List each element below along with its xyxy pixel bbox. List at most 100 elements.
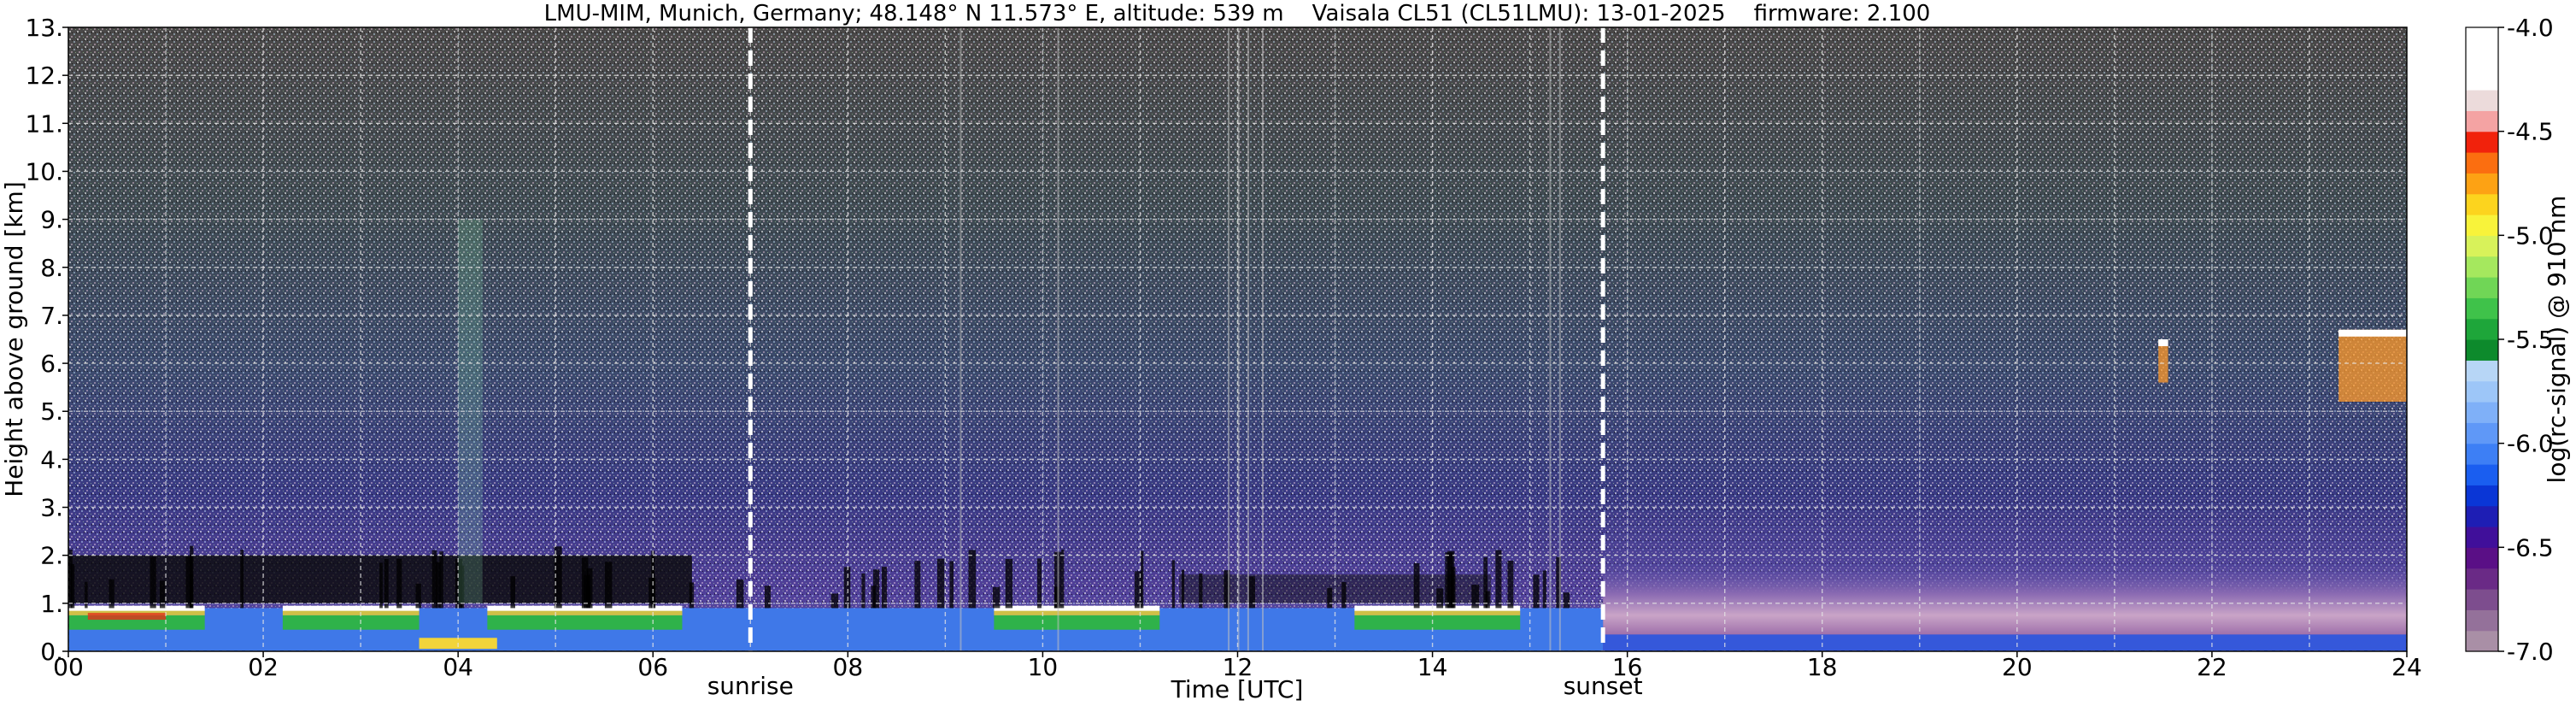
y-axis-ticks: 0. 1. 2. 3. 4. 5. 6. 7. 8. 9. 10. 11. 12. 13. — [25, 14, 68, 666]
colorbar-swatch — [2466, 152, 2498, 174]
colorbar-ticks: -4.0 -4.5 -5.0 -5.5 -6.0 -6.5 -7.0 — [2498, 14, 2554, 666]
signal-dropout — [1341, 582, 1347, 609]
signal-dropout — [1171, 560, 1176, 609]
colorbar-swatch — [2466, 547, 2498, 569]
signal-dropout — [651, 550, 655, 609]
signal-dropout — [1061, 549, 1065, 609]
colorbar-swatch — [2466, 110, 2498, 132]
cloud-top — [68, 605, 205, 611]
signal-dropout — [872, 569, 880, 609]
y-tick-label: 4. — [40, 445, 63, 474]
colorbar-swatch — [2466, 527, 2498, 548]
signal-dropout — [436, 562, 441, 609]
signal-dropout — [1199, 573, 1203, 609]
colorbar-tick-label: -4.5 — [2507, 118, 2554, 146]
colorbar-swatch — [2466, 256, 2498, 278]
y-tick-label: 7. — [40, 302, 63, 330]
signal-dropout — [1556, 556, 1561, 609]
evening-boundary-layer — [1603, 507, 2407, 651]
y-tick-label: 2. — [40, 542, 63, 570]
signal-dropout — [240, 550, 244, 609]
signal-dropout — [736, 580, 744, 609]
marker-label-sunset: sunset — [1564, 672, 1643, 700]
signal-dropout — [1485, 591, 1490, 609]
signal-dropout — [914, 561, 921, 609]
cloud-top — [487, 605, 683, 611]
signal-dropout — [554, 546, 562, 609]
signal-dropout — [830, 593, 839, 609]
y-tick-label: 3. — [40, 494, 63, 522]
signal-dropout — [159, 580, 166, 609]
cloud-top — [994, 605, 1160, 611]
colorbar-swatch — [2466, 235, 2498, 257]
cloud-top — [282, 605, 420, 611]
y-tick-label: 11. — [25, 109, 63, 138]
noise-line — [1057, 27, 1059, 651]
signal-dropout — [1533, 574, 1540, 609]
x-tick-label: 16 — [1612, 653, 1643, 681]
colorbar-swatch — [2466, 568, 2498, 590]
colorbar-swatch — [2466, 48, 2498, 70]
cloud-layer-edge — [487, 610, 683, 615]
signal-dropout — [439, 551, 443, 609]
colorbar-swatch — [2466, 630, 2498, 652]
signal-dropout — [1327, 587, 1333, 609]
y-tick-label: 5. — [40, 397, 63, 426]
x-tick-label: 14 — [1417, 653, 1448, 681]
colorbar-swatch — [2466, 464, 2498, 485]
colorbar-swatch — [2466, 380, 2498, 403]
signal-dropout — [1445, 552, 1453, 609]
colorbar-tick-label: -5.0 — [2507, 221, 2554, 250]
signal-dropout — [384, 559, 389, 609]
cloud-layer — [487, 615, 683, 630]
signal-dropout — [185, 556, 193, 609]
signal-dropout — [604, 562, 613, 609]
signal-dropout — [584, 574, 591, 609]
signal-dropout — [510, 576, 516, 609]
signal-dropout — [1037, 558, 1042, 609]
colorbar-swatch — [2466, 131, 2498, 153]
signal-dropout — [150, 556, 156, 609]
colorbar-swatch — [2466, 90, 2498, 111]
signal-dropout — [861, 573, 866, 609]
signal-dropout — [379, 562, 383, 609]
colorbar-swatch — [2466, 402, 2498, 423]
colorbar-swatch — [2466, 27, 2498, 49]
x-axis-ticks: 00 02 04 06 08 10 12 14 16 18 20 22 24 — [53, 651, 2422, 681]
y-tick-label: 8. — [40, 254, 63, 282]
x-tick-label: 00 — [53, 653, 84, 681]
x-tick-label: 04 — [443, 653, 473, 681]
y-tick-label: 0. — [40, 638, 63, 666]
cloud-layer-edge — [1354, 610, 1521, 615]
x-tick-label: 22 — [2197, 653, 2227, 681]
signal-dropout — [1223, 570, 1230, 609]
signal-dropout — [396, 558, 402, 609]
cirrus-cloud — [2338, 329, 2407, 402]
cirrus-cloud — [2158, 339, 2168, 383]
colorbar-swatch — [2466, 485, 2498, 507]
noise-line — [1549, 27, 1552, 651]
noise-line — [1237, 27, 1240, 651]
signal-dropout — [1507, 560, 1514, 609]
signal-dropout — [1181, 569, 1185, 609]
signal-dropout — [968, 550, 977, 609]
colorbar-swatch — [2466, 422, 2498, 444]
noise-line — [1558, 27, 1561, 651]
colorbar-tick-label: -6.0 — [2507, 430, 2554, 458]
x-tick-label: 08 — [833, 653, 864, 681]
signal-dropout — [937, 558, 945, 609]
signal-dropout — [992, 586, 1000, 609]
signal-dropout — [85, 581, 88, 609]
marker-label-sunrise: sunrise — [707, 672, 794, 700]
colorbar-label: log(rc-signal) @ 910 nm — [2543, 196, 2571, 484]
x-tick-label: 10 — [1028, 653, 1059, 681]
colorbar-swatch — [2466, 443, 2498, 465]
x-tick-label: 24 — [2391, 653, 2422, 681]
signal-dropout — [843, 567, 851, 609]
colorbar-swatch — [2466, 297, 2498, 320]
signal-dropout — [689, 582, 695, 609]
cloud-layer — [994, 615, 1160, 630]
colorbar-tick-label: -4.0 — [2507, 14, 2554, 42]
signal-dropout — [1005, 558, 1013, 609]
